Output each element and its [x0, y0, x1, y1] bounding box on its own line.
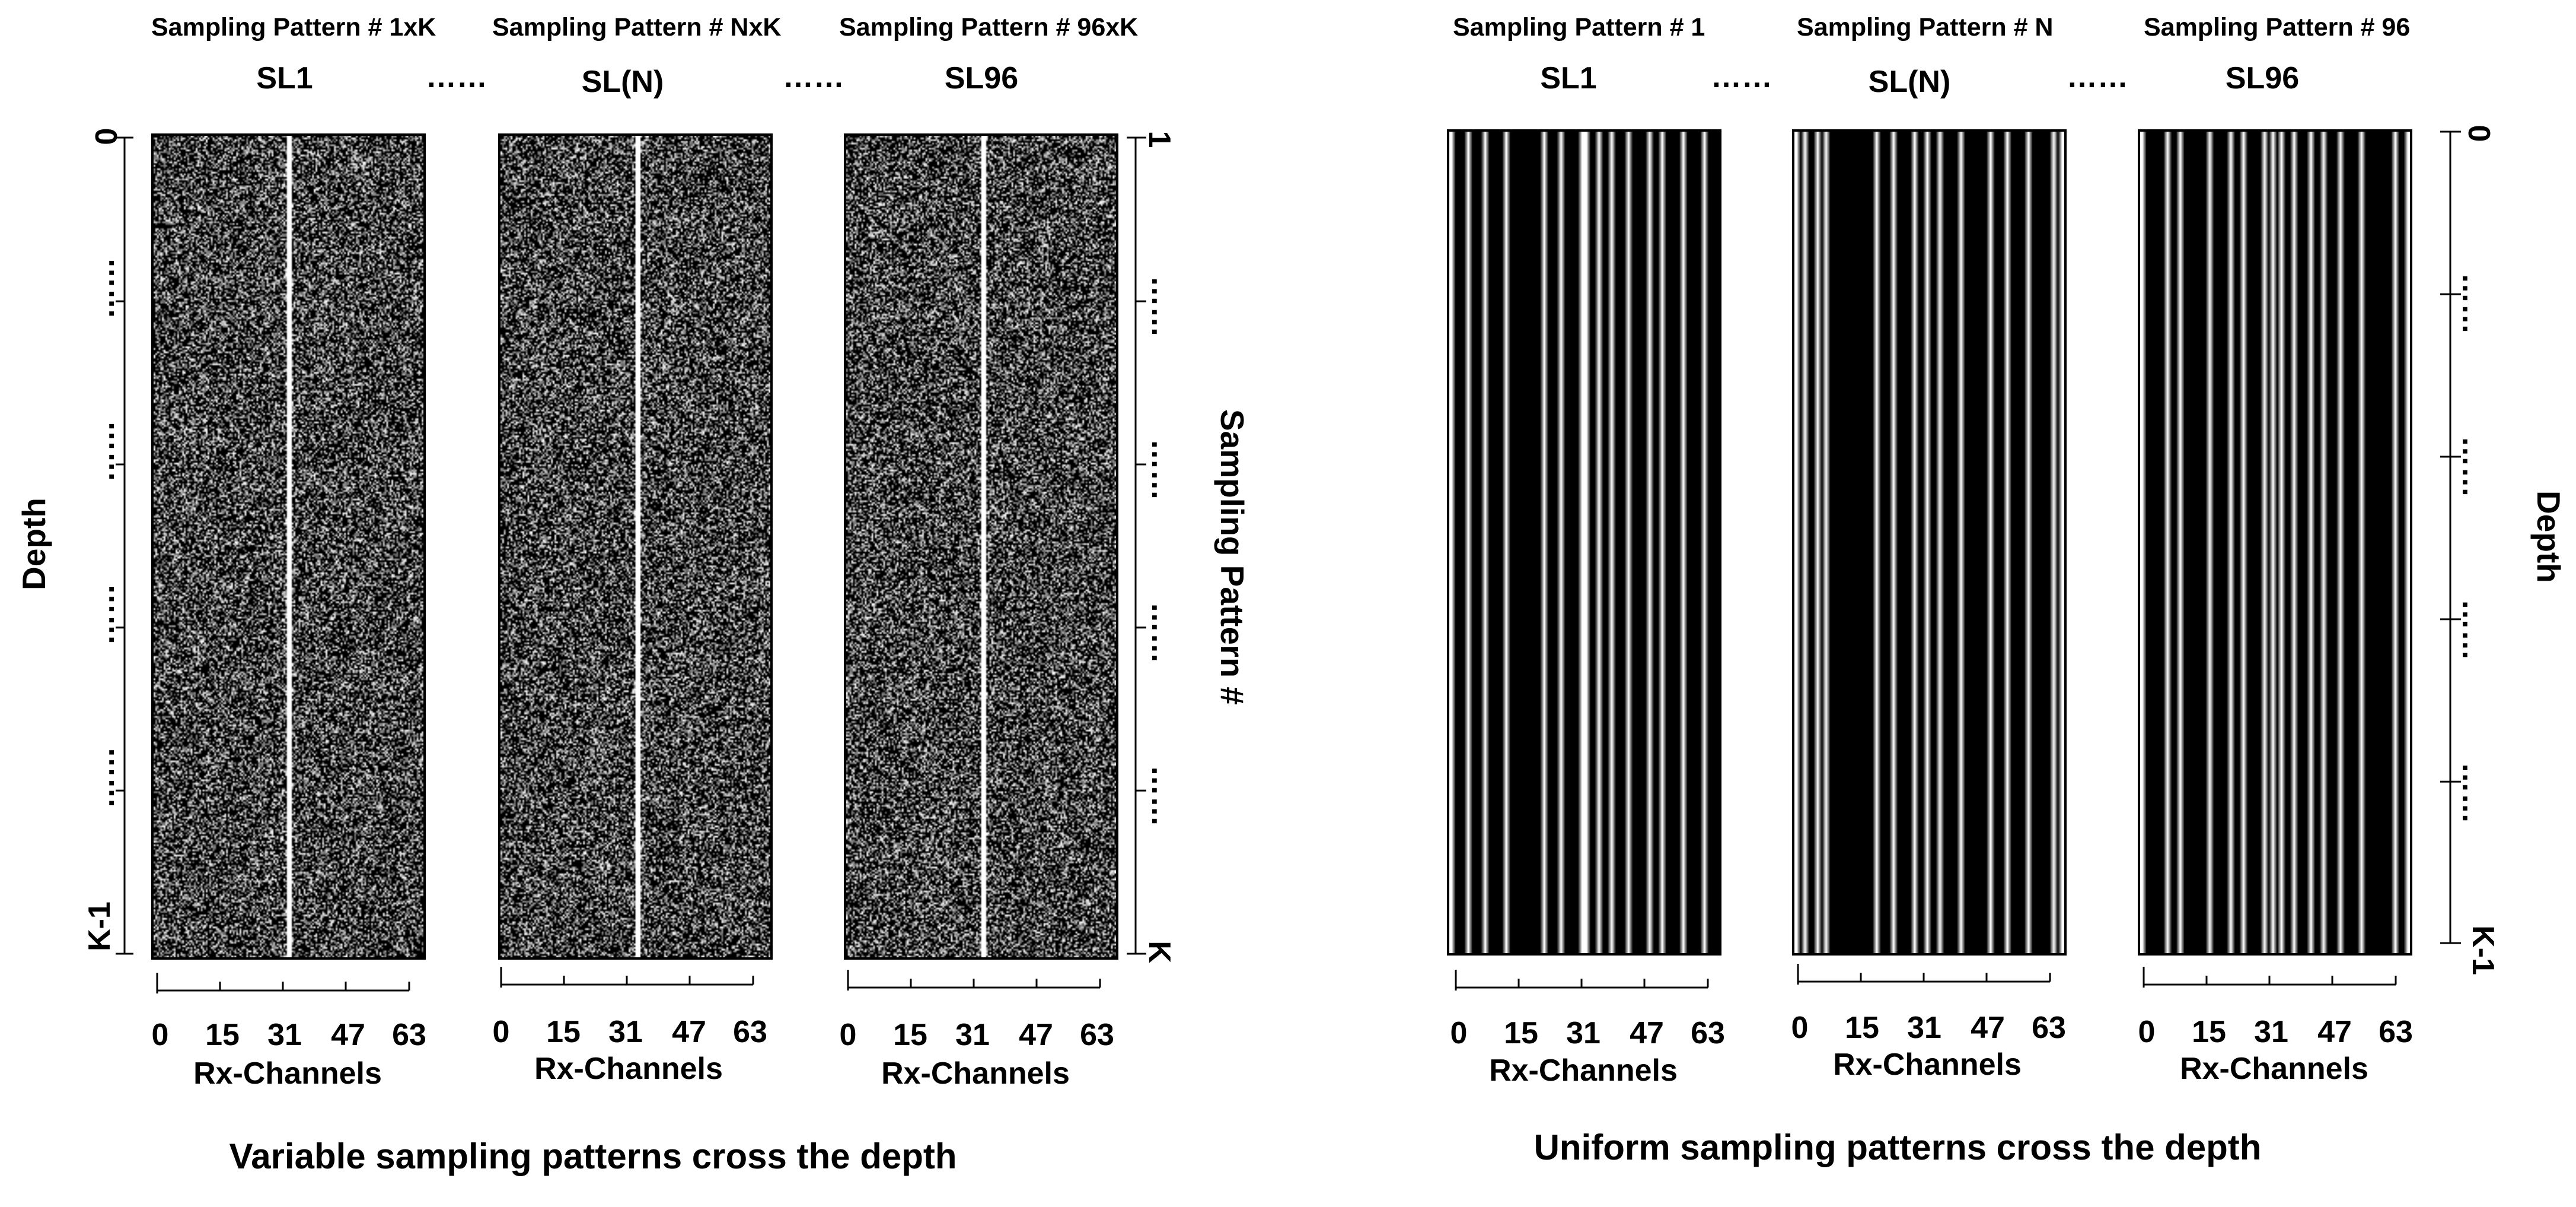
pattern-axis-title: Sampling Pattern #	[1214, 409, 1251, 705]
tick-31: 31	[608, 1015, 643, 1049]
depth-left-mid-label-1: ……	[87, 257, 121, 319]
tick-15: 15	[205, 1018, 240, 1052]
x-axis-right-sln	[1797, 964, 2051, 985]
tick-15: 15	[546, 1015, 581, 1049]
uniform-panel-sl96	[2138, 129, 2412, 956]
pattern-title-n: Sampling Pattern # N	[1797, 13, 2054, 42]
ellipsis-2: ……	[783, 60, 844, 94]
tick-63: 63	[2379, 1015, 2413, 1049]
sl-title-1: SL1	[256, 61, 313, 95]
depth-left-top-label: 0	[90, 128, 124, 145]
depth-axis-left	[116, 136, 133, 955]
depth-left-bottom-label: K-1	[82, 902, 117, 951]
tick-15: 15	[893, 1018, 927, 1052]
pattern-title-1: Sampling Pattern # 1xK	[151, 13, 436, 42]
x-axis-title: Rx-Channels	[534, 1052, 723, 1086]
tick-47: 47	[672, 1015, 706, 1049]
pattern-title-n: Sampling Pattern # NxK	[492, 13, 782, 42]
ellipsis-1: ……	[426, 60, 487, 94]
tick-63: 63	[1080, 1018, 1114, 1052]
sl-title-n: SL(N)	[581, 65, 664, 99]
pattern-axis-mid-label-1: ……	[1145, 276, 1179, 337]
pattern-axis-mid-label-3: ……	[1145, 602, 1179, 664]
x-axis-right-sl96	[2143, 967, 2397, 988]
depth-right-mid-label-2: ……	[2456, 436, 2490, 498]
depth-right-mid-label-3: ……	[2456, 599, 2490, 661]
depth-left-mid-label-2: ……	[87, 421, 121, 482]
tick-63: 63	[2032, 1011, 2066, 1045]
x-axis-title: Rx-Channels	[193, 1056, 382, 1091]
tick-31: 31	[1907, 1011, 1941, 1045]
pattern-axis-mid-label-4: ……	[1145, 765, 1179, 827]
sl-title-1: SL1	[1540, 61, 1597, 95]
sampling-panel-sln	[498, 133, 773, 960]
pattern-title-1: Sampling Pattern # 1	[1453, 13, 1705, 42]
caption-uniform: Uniform sampling patterns cross the dept…	[1534, 1128, 2262, 1167]
depth-axis-right-title: Depth	[2530, 491, 2567, 583]
tick-47: 47	[1971, 1011, 2005, 1045]
tick-47: 47	[2317, 1015, 2352, 1049]
depth-left-mid-label-3: ……	[87, 584, 121, 645]
pattern-axis-mid-label-2: ……	[1145, 439, 1179, 501]
x-axis-left-sl96	[847, 970, 1101, 991]
tick-31: 31	[955, 1018, 990, 1052]
sampling-panel-sl96	[844, 133, 1118, 960]
sl-title-n: SL(N)	[1868, 65, 1951, 99]
depth-left-mid-label-4: ……	[87, 747, 121, 808]
tick-47: 47	[331, 1018, 365, 1052]
pattern-axis-bottom-label: K	[1142, 941, 1177, 963]
x-axis-title: Rx-Channels	[1833, 1047, 2022, 1082]
x-axis-title: Rx-Channels	[881, 1056, 1070, 1091]
uniform-panel-sln	[1792, 129, 2067, 956]
pattern-axis-top-label: 1	[1142, 130, 1177, 148]
tick-63: 63	[392, 1018, 426, 1052]
x-axis-left-sln	[500, 967, 754, 988]
depth-right-bottom-label: K-1	[2466, 925, 2500, 975]
depth-axis-left-title: Depth	[15, 498, 52, 590]
tick-31: 31	[1566, 1016, 1601, 1050]
tick-31: 31	[267, 1018, 302, 1052]
tick-47: 47	[1019, 1018, 1053, 1052]
pattern-title-96: Sampling Pattern # 96xK	[839, 13, 1139, 42]
tick-0: 0	[1791, 1011, 1809, 1045]
ellipsis-1: ……	[1711, 60, 1772, 94]
x-axis-right-sl1	[1455, 970, 1709, 991]
tick-31: 31	[2254, 1015, 2288, 1049]
tick-47: 47	[1630, 1016, 1664, 1050]
tick-15: 15	[2192, 1015, 2226, 1049]
x-axis-left-sl1	[156, 973, 410, 993]
x-axis-title: Rx-Channels	[2180, 1052, 2368, 1086]
depth-axis-right	[2440, 130, 2461, 944]
tick-0: 0	[2138, 1015, 2156, 1049]
depth-right-mid-label-1: ……	[2456, 273, 2490, 335]
sl-title-96: SL96	[944, 61, 1019, 95]
tick-63: 63	[1691, 1016, 1725, 1050]
sl-title-96: SL96	[2225, 61, 2300, 95]
tick-0: 0	[492, 1015, 510, 1049]
depth-right-top-label: 0	[2462, 125, 2496, 142]
tick-0: 0	[839, 1018, 857, 1052]
depth-right-mid-label-4: ……	[2456, 762, 2490, 824]
sampling-panel-sl1	[151, 133, 426, 960]
x-axis-title: Rx-Channels	[1489, 1053, 1678, 1088]
pattern-title-96: Sampling Pattern # 96	[2144, 13, 2411, 42]
tick-0: 0	[1450, 1016, 1468, 1050]
caption-variable: Variable sampling patterns cross the dep…	[229, 1136, 957, 1176]
tick-0: 0	[151, 1018, 169, 1052]
tick-63: 63	[733, 1015, 767, 1049]
sampling-pattern-axis	[1127, 136, 1146, 955]
ellipsis-2: ……	[2067, 60, 2128, 94]
uniform-panel-sl1	[1447, 129, 1721, 956]
tick-15: 15	[1845, 1011, 1879, 1045]
tick-15: 15	[1504, 1016, 1538, 1050]
